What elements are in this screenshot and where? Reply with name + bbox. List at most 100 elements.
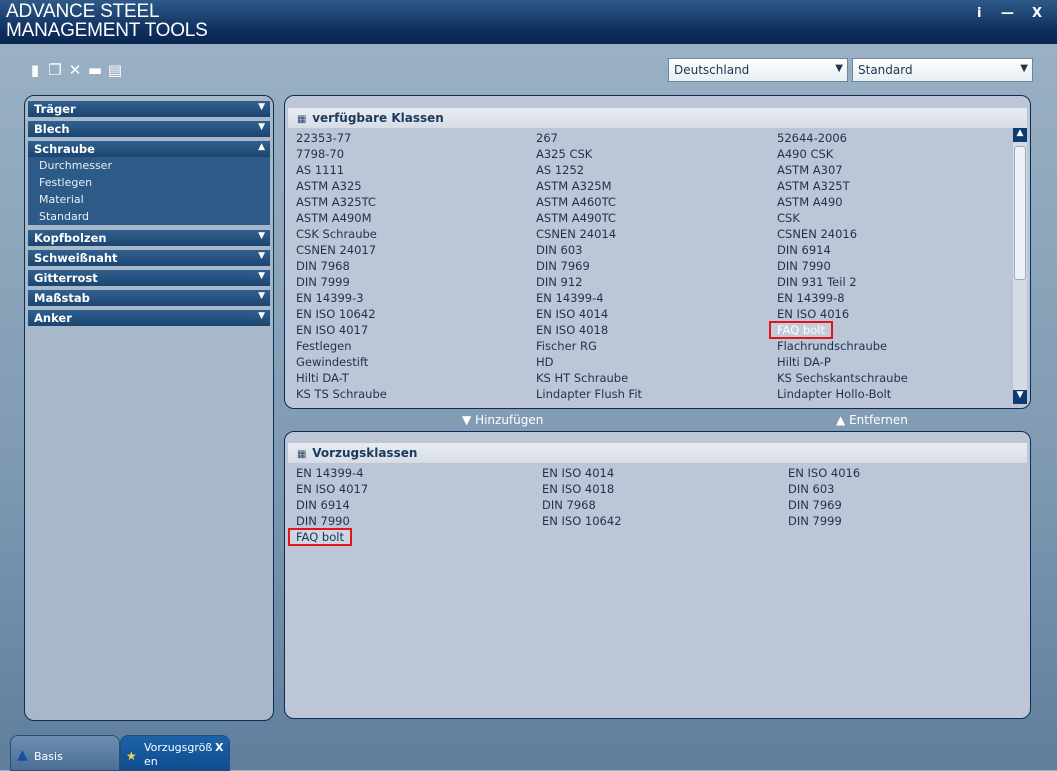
- preferred-classes-panel: ▦ Vorzugsklassen EN 14399-4 EN ISO 4014 EN…: [284, 431, 1031, 719]
- open-icon[interactable]: ▬: [87, 61, 103, 79]
- list-item[interactable]: 7798-70: [296, 147, 345, 161]
- list-item[interactable]: EN 14399-4: [536, 291, 604, 305]
- sidebar-subitem[interactable]: Durchmesser: [39, 159, 112, 172]
- list-item[interactable]: ASTM A490: [777, 195, 843, 209]
- list-item[interactable]: DIN 603: [536, 243, 583, 257]
- list-item[interactable]: ASTM A490M: [296, 211, 372, 225]
- list-item[interactable]: KS Sechskantschraube: [777, 371, 908, 385]
- tab-close-button[interactable]: X: [215, 741, 224, 754]
- sidebar-item-0[interactable]: Träger ▼: [28, 101, 270, 117]
- sidebar-item-1[interactable]: Blech ▼: [28, 121, 270, 137]
- list-item[interactable]: CSK: [777, 211, 800, 225]
- list-item[interactable]: KS HT Schraube: [536, 371, 629, 385]
- standard-value: Standard: [858, 63, 913, 77]
- list-item[interactable]: KS TS Schraube: [296, 387, 387, 401]
- list-item[interactable]: EN ISO 4018: [536, 323, 609, 337]
- standard-select[interactable]: Standard ▼: [852, 58, 1033, 82]
- list-item[interactable]: DIN 603: [788, 482, 835, 496]
- list-item[interactable]: Fischer RG: [536, 339, 597, 353]
- list-item[interactable]: DIN 931 Teil 2: [777, 275, 857, 289]
- list-item[interactable]: ASTM A325M: [536, 179, 612, 193]
- list-item[interactable]: ASTM A490TC: [536, 211, 616, 225]
- list-item[interactable]: AS 1252: [536, 163, 585, 177]
- list-item[interactable]: Hilti DA-P: [777, 355, 831, 369]
- list-item[interactable]: DIN 7990: [777, 259, 831, 273]
- list-item[interactable]: ASTM A307: [777, 163, 843, 177]
- list-item[interactable]: DIN 7999: [296, 275, 350, 289]
- list-item[interactable]: DIN 912: [536, 275, 583, 289]
- list-item[interactable]: DIN 7968: [296, 259, 350, 273]
- list-item[interactable]: EN 14399-3: [296, 291, 364, 305]
- list-item[interactable]: EN ISO 4017: [296, 482, 369, 496]
- list-item[interactable]: EN ISO 4014: [542, 466, 615, 480]
- sidebar-subitem[interactable]: Standard: [39, 210, 90, 223]
- list-item[interactable]: DIN 6914: [296, 498, 350, 512]
- sidebar-subitem[interactable]: Festlegen: [39, 176, 93, 189]
- sidebar-item-label: Anker: [34, 311, 72, 325]
- list-item[interactable]: DIN 7990: [296, 514, 350, 528]
- delete-icon[interactable]: ✕: [68, 61, 82, 79]
- list-item[interactable]: CSNEN 24017: [296, 243, 377, 257]
- scroll-thumb[interactable]: [1014, 146, 1026, 280]
- sidebar-item-4[interactable]: Schweißnaht ▼: [28, 250, 270, 266]
- list-item[interactable]: CSNEN 24016: [777, 227, 858, 241]
- list-item[interactable]: ASTM A325T: [777, 179, 850, 193]
- sidebar-item-7[interactable]: Anker ▼: [28, 310, 270, 326]
- tab-vorzugsgroessen[interactable]: ★ Vorzugsgröß en X: [120, 735, 230, 771]
- country-select[interactable]: Deutschland ▼: [668, 58, 848, 82]
- list-item[interactable]: A325 CSK: [536, 147, 593, 161]
- info-button[interactable]: i: [977, 6, 982, 21]
- list-item[interactable]: EN ISO 4014: [536, 307, 609, 321]
- list-item[interactable]: EN ISO 4018: [542, 482, 615, 496]
- list-item[interactable]: 267: [536, 131, 558, 145]
- list-item[interactable]: DIN 7969: [788, 498, 842, 512]
- list-item[interactable]: Lindapter Flush Fit: [536, 387, 643, 401]
- minimize-button[interactable]: —: [1001, 6, 1014, 21]
- list-item[interactable]: HD: [536, 355, 554, 369]
- list-item[interactable]: CSK Schraube: [296, 227, 377, 241]
- new-icon[interactable]: ▮: [30, 61, 40, 79]
- list-item[interactable]: ASTM A325TC: [296, 195, 376, 209]
- list-item[interactable]: DIN 7968: [542, 498, 596, 512]
- scroll-down-icon[interactable]: ▼: [1013, 390, 1027, 404]
- list-item[interactable]: EN ISO 4016: [788, 466, 861, 480]
- list-item[interactable]: DIN 7999: [788, 514, 842, 528]
- list-item[interactable]: EN ISO 4017: [296, 323, 369, 337]
- list-item[interactable]: CSNEN 24014: [536, 227, 617, 241]
- save-icon[interactable]: ▤: [107, 61, 123, 79]
- tab-basis[interactable]: ▲ Basis: [10, 735, 120, 771]
- sidebar-item-3[interactable]: Kopfbolzen ▼: [28, 230, 270, 246]
- list-item[interactable]: EN ISO 4016: [777, 307, 850, 321]
- list-item[interactable]: 22353-77: [296, 131, 352, 145]
- list-item[interactable]: A490 CSK: [777, 147, 834, 161]
- remove-button[interactable]: ▲ Entfernen: [836, 413, 908, 427]
- list-item[interactable]: FAQ bolt: [769, 321, 833, 339]
- list-item[interactable]: ASTM A460TC: [536, 195, 616, 209]
- sidebar-item-5[interactable]: Gitterrost ▼: [28, 270, 270, 286]
- scrollbar[interactable]: ▲ ▼: [1013, 128, 1027, 404]
- list-item[interactable]: EN ISO 10642: [542, 514, 622, 528]
- list-item[interactable]: DIN 7969: [536, 259, 590, 273]
- list-item[interactable]: FAQ bolt: [288, 528, 352, 546]
- list-item[interactable]: DIN 6914: [777, 243, 831, 257]
- list-item[interactable]: Flachrundschraube: [777, 339, 888, 353]
- list-item[interactable]: ASTM A325: [296, 179, 362, 193]
- preferred-header: ▦ Vorzugsklassen: [288, 443, 1027, 463]
- sidebar-item-6[interactable]: Maßstab ▼: [28, 290, 270, 306]
- sidebar-item-2[interactable]: Schraube ▲: [28, 141, 270, 157]
- list-item[interactable]: 52644-2006: [777, 131, 847, 145]
- list-item[interactable]: EN ISO 10642: [296, 307, 376, 321]
- close-button[interactable]: X: [1032, 6, 1043, 21]
- chevron-up-icon: ▲: [258, 142, 265, 152]
- list-item[interactable]: AS 1111: [296, 163, 345, 177]
- list-item[interactable]: EN 14399-4: [296, 466, 364, 480]
- copy-icon[interactable]: ❐: [48, 61, 62, 79]
- list-item[interactable]: EN 14399-8: [777, 291, 845, 305]
- scroll-up-icon[interactable]: ▲: [1013, 128, 1027, 142]
- list-item[interactable]: Lindapter Hollo-Bolt: [777, 387, 892, 401]
- sidebar-subitem[interactable]: Material: [39, 193, 84, 206]
- list-item[interactable]: Hilti DA-T: [296, 371, 349, 385]
- list-item[interactable]: Gewindestift: [296, 355, 369, 369]
- list-item[interactable]: Festlegen: [296, 339, 352, 353]
- add-button[interactable]: ▼ Hinzufügen: [462, 413, 543, 427]
